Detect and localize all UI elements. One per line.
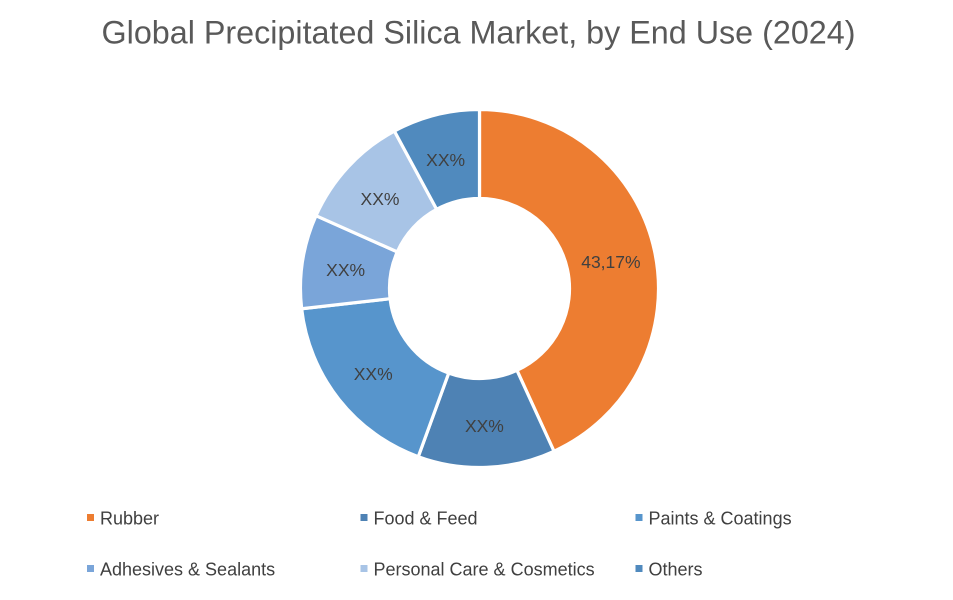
svg-text:XX%: XX% [326,260,365,280]
svg-text:Food & Feed: Food & Feed [374,509,478,529]
svg-text:Adhesives & Sealants: Adhesives & Sealants [100,560,275,580]
svg-text:Rubber: Rubber [100,509,159,529]
svg-text:43,17%: 43,17% [581,252,640,272]
svg-text:XX%: XX% [465,416,504,436]
svg-text:XX%: XX% [354,364,393,384]
svg-text:XX%: XX% [361,189,400,209]
svg-text:Others: Others [649,560,703,580]
svg-text:Paints & Coatings: Paints & Coatings [649,509,792,529]
svg-text:Personal Care & Cosmetics: Personal Care & Cosmetics [374,560,595,580]
svg-text:XX%: XX% [426,150,465,170]
svg-text:Global Precipitated Silica Mar: Global Precipitated Silica Market, by En… [102,15,856,51]
